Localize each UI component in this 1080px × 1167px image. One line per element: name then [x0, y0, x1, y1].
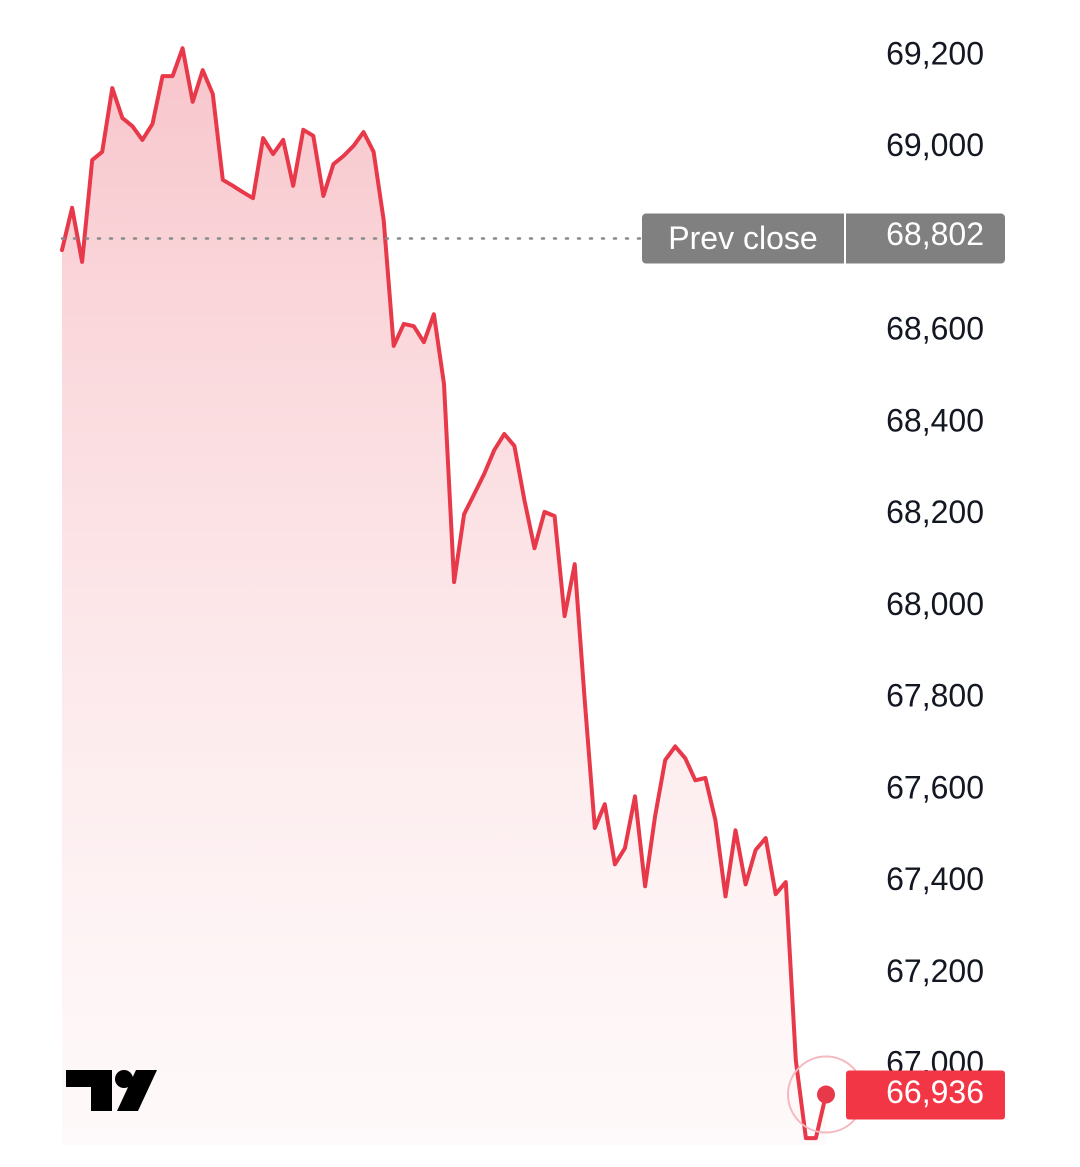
prev-close-value: 68,802	[886, 216, 984, 252]
last-price-marker	[817, 1085, 835, 1104]
last-price-badge	[846, 1070, 1005, 1120]
y-tick-label: 68,600	[886, 311, 984, 347]
area-fill	[62, 48, 826, 1146]
prev-close-label: Prev close	[668, 220, 817, 256]
y-tick-label: 69,000	[886, 127, 984, 163]
prev-close-badge	[642, 213, 1005, 264]
y-tick-label: 67,400	[886, 861, 984, 897]
y-tick-label: 67,200	[886, 953, 984, 989]
y-tick-label: 67,600	[886, 769, 984, 805]
logo	[66, 1070, 157, 1111]
y-tick-label: 68,400	[886, 402, 984, 438]
y-tick-label: 69,200	[886, 35, 984, 71]
y-tick-label: 67,800	[886, 678, 984, 714]
y-tick-label: 68,200	[886, 494, 984, 530]
y-tick-label: 68,000	[886, 586, 984, 622]
last-price-label: 66,936	[886, 1074, 984, 1110]
price-line	[60, 46, 828, 1141]
